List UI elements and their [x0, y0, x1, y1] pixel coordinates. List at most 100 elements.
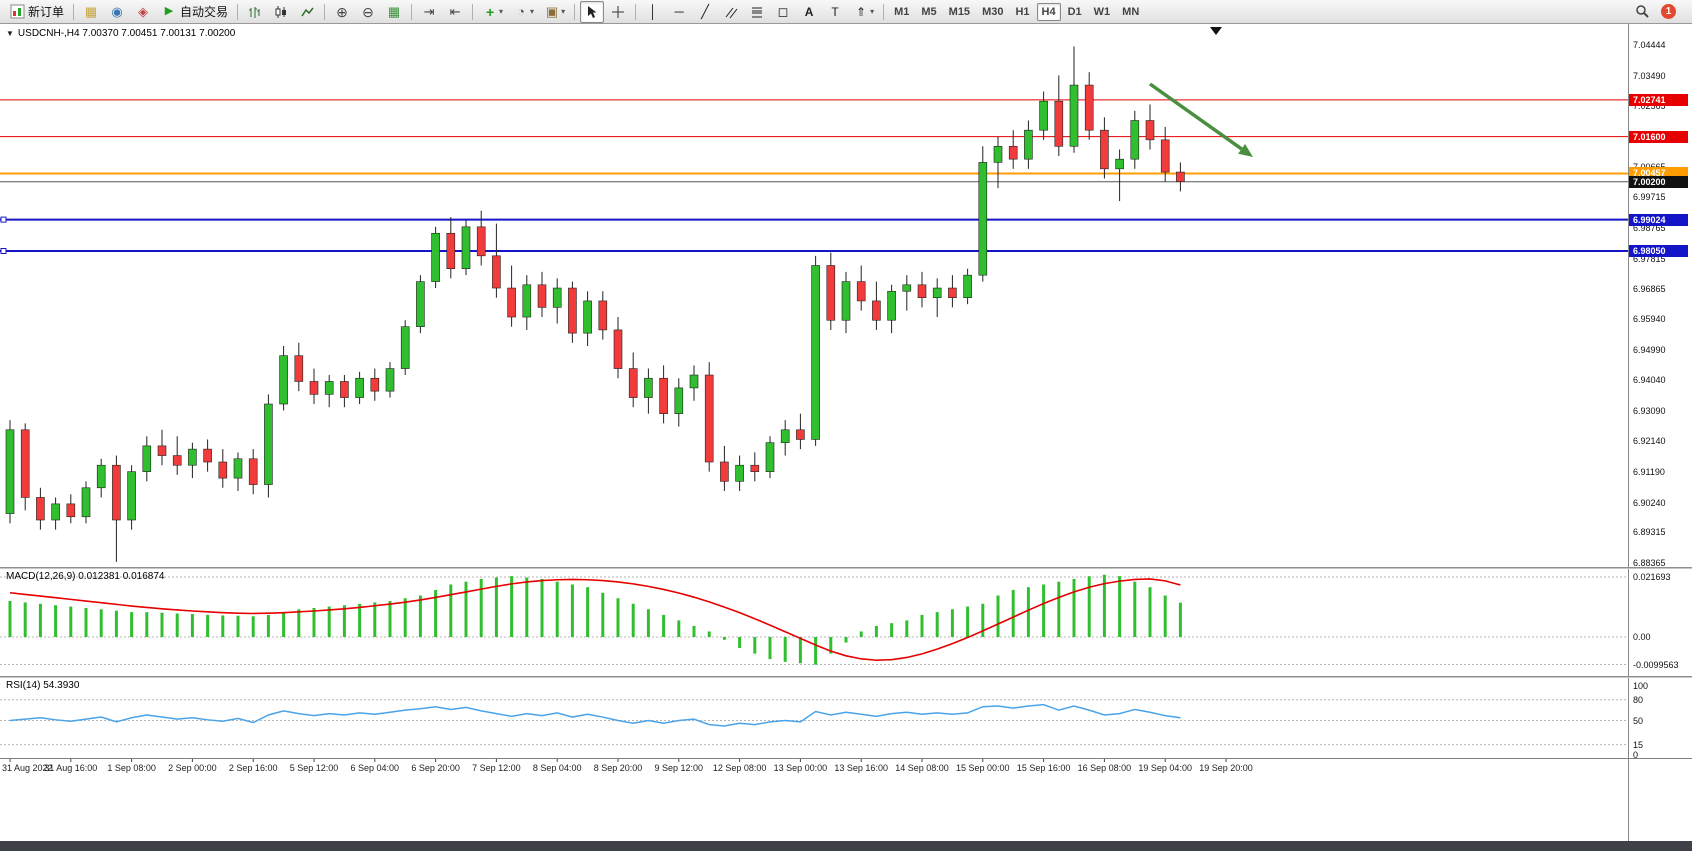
rsi-indicator-label: RSI(14) 54.3930	[6, 680, 80, 691]
zoom-in-button[interactable]: ⊕	[330, 1, 354, 23]
macd-indicator-label: MACD(12,26,9) 0.012381 0.016874	[6, 571, 165, 582]
trendline-button[interactable]: ╱	[693, 1, 717, 23]
charts-icon: ▦	[84, 4, 98, 19]
text-icon: A	[804, 4, 814, 19]
time-axis-label: 8 Sep 04:00	[532, 763, 582, 773]
arrows-icon: ⇑	[856, 4, 867, 19]
auto-scroll-icon: ⇥	[423, 4, 435, 19]
timeframe-w1[interactable]: W1	[1093, 5, 1111, 18]
time-axis-line	[0, 758, 1692, 759]
search-button[interactable]	[1630, 1, 1654, 23]
toolbar-separator	[635, 3, 637, 20]
panel-splitter-rsi[interactable]	[0, 676, 1692, 678]
time-axis-label: 16 Sep 08:00	[1077, 763, 1132, 773]
panel-splitter-macd[interactable]	[0, 567, 1692, 569]
autotrading-button-label: 自动交易	[180, 5, 229, 19]
chevron-down-icon: ▾	[530, 7, 535, 16]
crosshair-button[interactable]	[606, 1, 630, 23]
cursor-button[interactable]	[580, 0, 605, 23]
toolbar-separator	[324, 3, 326, 20]
line-chart-button[interactable]	[295, 1, 319, 23]
cursor-icon	[584, 4, 600, 20]
zoom-in-icon: ⊕	[336, 3, 348, 20]
community-button[interactable]: ◈	[131, 1, 155, 23]
candlestick-chart-button[interactable]	[269, 1, 293, 23]
channel-icon	[723, 4, 739, 20]
profile-button[interactable]: ◉	[105, 1, 129, 23]
timeframe-h1[interactable]: H1	[1015, 5, 1030, 18]
channel-button[interactable]	[719, 1, 743, 23]
periods-button[interactable]: ◔ ▾	[509, 1, 538, 23]
time-axis-label: 12 Sep 08:00	[712, 763, 767, 773]
time-axis-label: 13 Sep 16:00	[834, 763, 888, 773]
time-axis-label: 14 Sep 08:00	[895, 763, 949, 773]
shapes-button[interactable]: ◻	[771, 1, 795, 23]
time-axis-label: 15 Sep 00:00	[956, 763, 1010, 773]
timeframe-d1[interactable]: D1	[1067, 5, 1082, 18]
community-icon: ◈	[138, 4, 149, 19]
profile-icon: ◉	[111, 4, 123, 19]
shapes-icon: ◻	[777, 4, 789, 19]
vertical-line-icon: │	[649, 4, 658, 19]
tile-windows-button[interactable]: ▦	[382, 1, 406, 23]
indicators-icon: +	[485, 3, 495, 20]
chevron-down-icon: ▾	[870, 7, 875, 16]
time-axis[interactable]: 31 Aug 2022 31 Aug 16:00 1 Sep 08:00 2 Sep …	[0, 758, 1692, 782]
trendline-icon: ╱	[701, 4, 709, 19]
toolbar: 新订单 ▦ ◉ ◈ ▶ 自动交易 ⊕ ⊖ ▦ ⇥ ⇤ + ▾ ◔ ▾ ▣ ▾ │ ─ ╱ ◻ A T ⇑ ▾ M1 M5 M15 M30…	[0, 0, 1692, 24]
chevron-down-icon: ▾	[499, 7, 504, 16]
toolbar-separator	[73, 3, 75, 20]
timeframe-m1[interactable]: M1	[894, 5, 910, 18]
timeframe-m30[interactable]: M30	[982, 5, 1004, 18]
symbol-ohlc-label: USDCNH-,H4 7.00370 7.00451 7.00131 7.002…	[17, 28, 236, 39]
text-label-button[interactable]: T	[823, 1, 847, 23]
new-order-icon	[9, 4, 25, 20]
time-axis-label: 19 Sep 04:00	[1138, 763, 1192, 773]
timeframe-mn[interactable]: MN	[1122, 5, 1140, 18]
line-chart-icon	[299, 4, 315, 20]
bottom-dark-bar	[0, 841, 1692, 851]
autotrading-icon: ▶	[164, 5, 174, 17]
new-order-button-label: 新订单	[28, 5, 65, 19]
time-axis-label: 7 Sep 12:00	[472, 763, 521, 773]
chart-shift-icon: ⇤	[449, 4, 461, 19]
toolbar-separator	[472, 3, 474, 20]
horizontal-line-button[interactable]: ─	[667, 1, 691, 23]
bar-chart-icon	[247, 4, 263, 20]
timeframe-m5[interactable]: M5	[921, 5, 937, 18]
periods-icon: ◔	[517, 4, 525, 19]
new-order-button[interactable]: 新订单	[5, 1, 68, 23]
indicators-button[interactable]: + ▾	[478, 1, 507, 23]
fibonacci-icon	[749, 4, 765, 20]
time-axis-label: 31 Aug 2022	[2, 763, 53, 773]
toolbar-separator	[574, 3, 576, 20]
time-axis-label: 2 Sep 00:00	[168, 763, 217, 773]
time-axis-label: 6 Sep 20:00	[411, 763, 460, 773]
auto-scroll-button[interactable]: ⇥	[417, 1, 441, 23]
autotrading-button[interactable]: ▶ 自动交易	[157, 1, 232, 23]
vertical-line-button[interactable]: │	[641, 1, 665, 23]
time-axis-label: 6 Sep 04:00	[350, 763, 400, 773]
timeframe-h4[interactable]: H4	[1036, 2, 1061, 21]
arrows-button[interactable]: ⇑ ▾	[849, 1, 878, 23]
fibonacci-button[interactable]	[745, 1, 769, 23]
chart-shift-button[interactable]: ⇤	[443, 1, 467, 23]
notification-badge[interactable]: 1	[1661, 4, 1676, 19]
text-button[interactable]: A	[797, 1, 821, 23]
time-axis-label: 15 Sep 16:00	[1016, 763, 1071, 773]
crosshair-icon	[610, 4, 626, 20]
time-axis-label: 19 Sep 20:00	[1199, 763, 1253, 773]
price-scale[interactable]	[1628, 24, 1692, 841]
chart-collapse-icon[interactable]: ▼	[6, 29, 14, 38]
time-axis-label: 9 Sep 12:00	[654, 763, 704, 773]
zoom-out-button[interactable]: ⊖	[356, 1, 380, 23]
bar-chart-button[interactable]	[243, 1, 267, 23]
charts-button[interactable]: ▦	[79, 1, 103, 23]
time-axis-label: 2 Sep 16:00	[228, 763, 278, 773]
templates-button[interactable]: ▣ ▾	[540, 1, 569, 23]
timeframe-m15[interactable]: M15	[948, 5, 971, 18]
templates-icon: ▣	[545, 4, 559, 19]
search-icon	[1634, 4, 1650, 20]
